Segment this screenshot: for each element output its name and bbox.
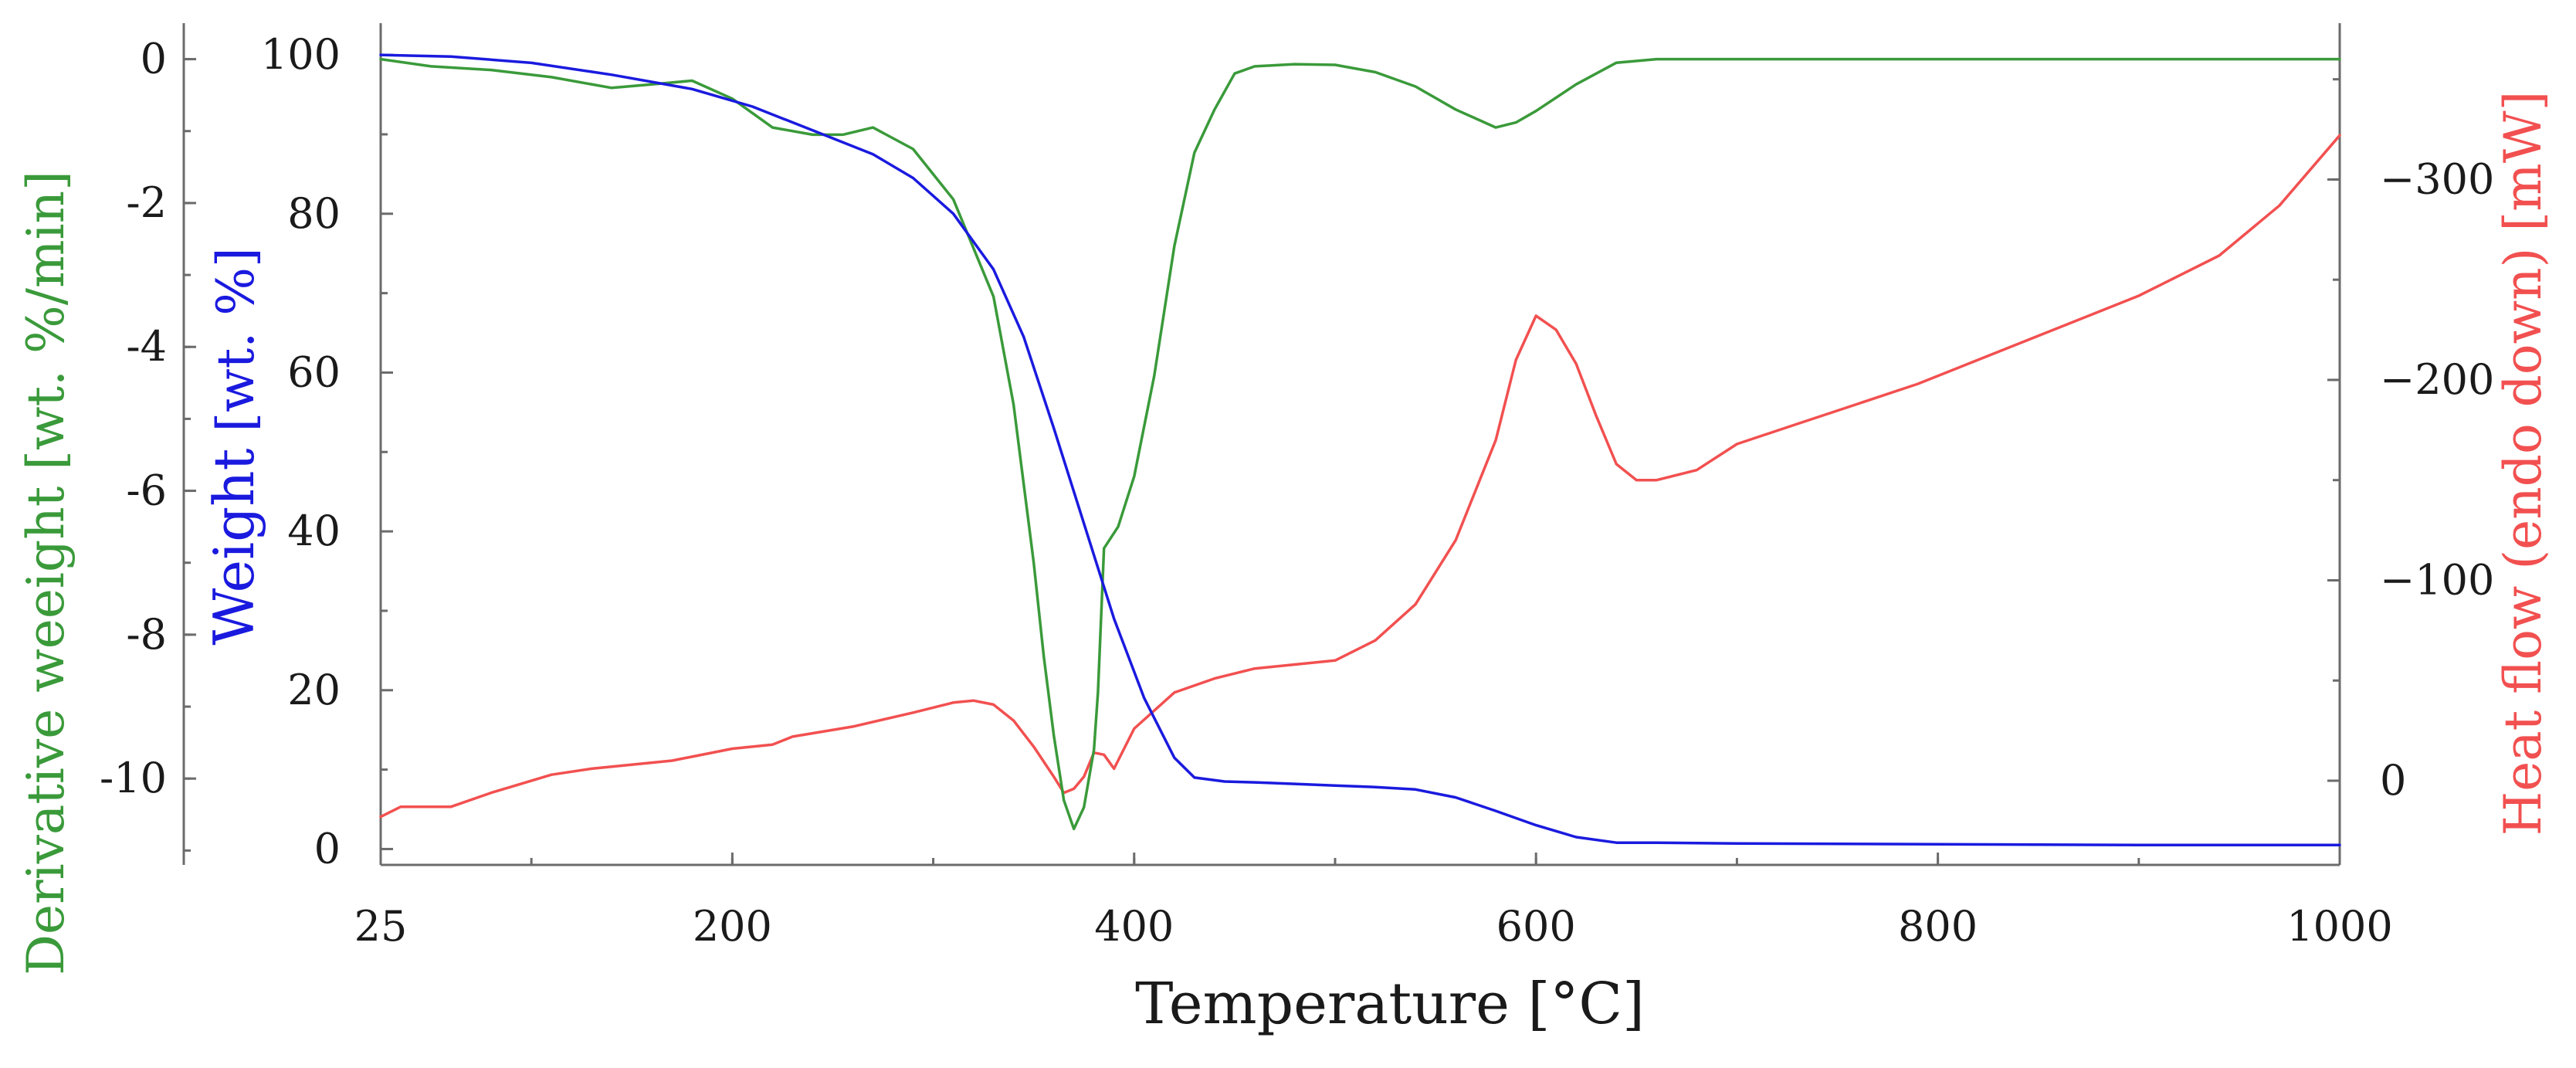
weight-tick-label: 80	[287, 189, 341, 238]
weight-series-line	[379, 53, 2341, 847]
derivative-series-line	[379, 57, 2341, 831]
heatflow-axis-title: Heat flow (endo down) [mW]	[2493, 91, 2553, 836]
heatflow-tick-label: 0	[2380, 756, 2406, 805]
x-tick-label: 25	[354, 902, 408, 951]
x-tick-label: 600	[1496, 902, 1576, 951]
heatflow-tick-label: −200	[2380, 355, 2494, 404]
plot-area	[379, 53, 2341, 847]
axes-frame	[182, 23, 2341, 866]
weight-axis-title-main: Weight	[202, 448, 266, 645]
heatflow-tick-label: −100	[2380, 555, 2494, 604]
derivative-tick-label: 0	[141, 35, 167, 83]
weight-tick-label: 60	[287, 348, 341, 396]
derivative-tick-label: -2	[126, 178, 167, 227]
x-tick-label: 400	[1094, 902, 1174, 951]
weight-tick-label: 0	[314, 824, 341, 873]
weight-tick-label: 100	[261, 30, 341, 79]
derivative-tick-label: -10	[100, 754, 167, 802]
x-axis-title: Temperature [°C]	[1135, 971, 1645, 1037]
derivative-tick-label: -8	[126, 610, 167, 659]
x-tick-label: 200	[693, 902, 772, 951]
heatflow-series-line	[379, 134, 2341, 819]
weight-axis-title: Weight [wt. %]	[202, 247, 266, 645]
weight-axis-title-unit: [wt. %]	[206, 247, 266, 448]
x-tick-label: 1000	[2286, 902, 2392, 951]
heatflow-tick-label: −300	[2380, 154, 2494, 203]
derivative-axis-title: Derivative weeight [wt. %/min]	[16, 171, 76, 975]
weight-tick-label: 20	[287, 666, 341, 714]
axis-ticks	[184, 53, 2341, 865]
derivative-tick-label: -4	[126, 322, 167, 371]
x-tick-label: 800	[1898, 902, 1978, 951]
weight-tick-label: 40	[287, 507, 341, 555]
derivative-tick-label: -6	[126, 466, 167, 515]
